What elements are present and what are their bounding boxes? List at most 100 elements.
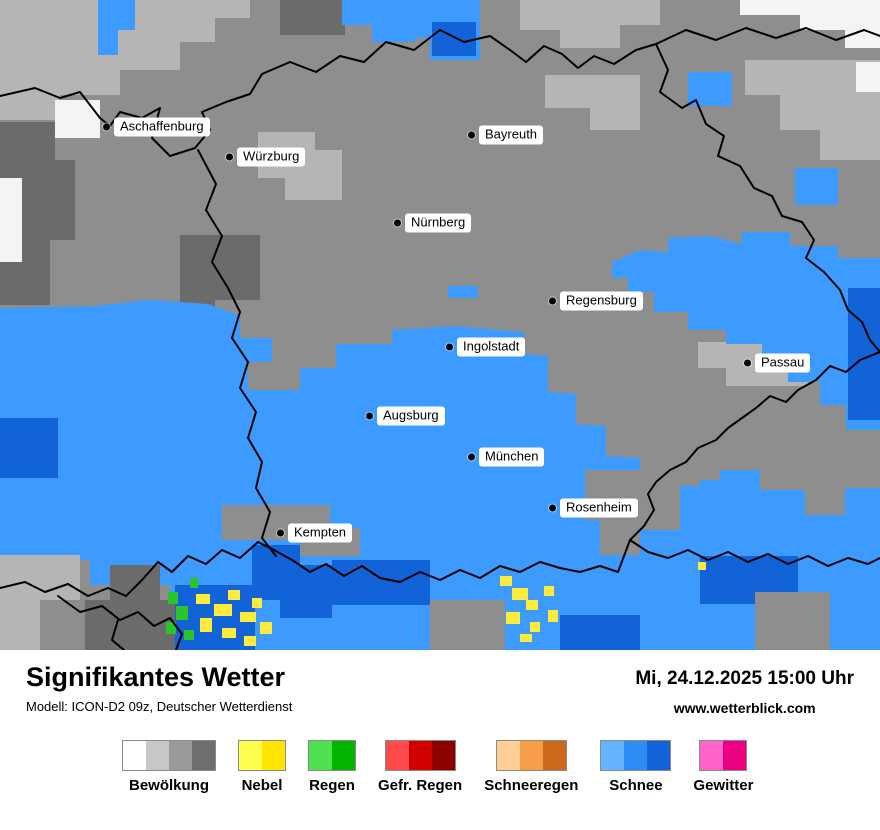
city-dot <box>394 219 401 227</box>
fog-spot <box>260 622 272 634</box>
legend: Bewölkung Nebel Regen Gefr. Regen Schneerege… <box>26 740 854 794</box>
legend-swatch <box>408 741 432 770</box>
fog-spot <box>252 598 262 608</box>
legend-swatch-row <box>384 740 456 771</box>
fog-spot <box>500 576 512 586</box>
city-dot <box>468 453 475 461</box>
legend-label: Bewölkung <box>128 777 209 794</box>
legend-group: Gewitter <box>693 740 753 794</box>
legend-swatch <box>169 741 192 770</box>
legend-swatch <box>123 741 146 770</box>
city-dot <box>549 297 556 305</box>
legend-swatch <box>146 741 169 770</box>
legend-swatch <box>519 741 543 770</box>
city-marker: Aschaffenburg <box>103 117 210 137</box>
cloud-patch <box>745 60 880 160</box>
weather-map: Aschaffenburg Würzburg Bayreuth Nürnberg Reg… <box>0 0 880 650</box>
rain-spot <box>166 622 176 634</box>
city-marker: Nürnberg <box>394 213 472 233</box>
legend-group: Schneeregen <box>484 740 578 794</box>
legend-swatch-row <box>308 740 356 771</box>
fog-spot <box>530 622 540 632</box>
fog-spot <box>222 628 236 638</box>
city-marker: Rosenheim <box>549 498 638 518</box>
fog-spot <box>698 562 706 570</box>
rain-spot <box>184 630 194 640</box>
legend-swatch <box>647 741 671 770</box>
city-label: Nürnberg <box>405 213 472 233</box>
snow-patch-dark <box>332 560 430 605</box>
fog-spot <box>240 612 256 622</box>
city-dot <box>366 412 373 420</box>
city-marker: Regensburg <box>549 291 643 311</box>
fog-spot <box>512 588 528 600</box>
city-label: Kempten <box>288 523 353 543</box>
cloud-patch <box>0 0 250 120</box>
legend-swatch <box>385 741 409 770</box>
city-marker: Würzburg <box>226 147 306 167</box>
cloud-patch-white <box>55 100 100 138</box>
city-label: Regensburg <box>560 291 643 311</box>
cloud-overlay-layer <box>0 455 830 650</box>
model-info: Modell: ICON-D2 09z, Deutscher Wetterdie… <box>26 699 293 714</box>
snow-patch <box>98 0 135 55</box>
border-line-east <box>655 43 880 353</box>
city-dot <box>103 123 110 131</box>
fog-spot <box>548 610 558 622</box>
legend-swatch <box>192 741 215 770</box>
fog-spot <box>244 636 256 646</box>
legend-swatch <box>496 741 520 770</box>
fog-spot <box>214 604 232 616</box>
legend-label: Nebel <box>241 777 283 794</box>
legend-label: Schneeregen <box>484 777 579 794</box>
cloud-patch-dark <box>180 235 260 320</box>
snow-region-south <box>0 300 880 650</box>
border-line-west <box>197 149 277 557</box>
footer-right: Mi, 24.12.2025 15:00 Uhr www.wetterblick… <box>635 662 854 716</box>
forecast-datetime: Mi, 24.12.2025 15:00 Uhr <box>635 668 854 689</box>
city-label: Aschaffenburg <box>114 117 210 137</box>
border-line-south <box>0 539 631 597</box>
snow-patch-dark <box>0 418 58 478</box>
legend-label: Regen <box>309 777 355 794</box>
cloud-patch <box>755 592 830 650</box>
legend-swatch-row <box>699 740 748 771</box>
snow-patch <box>342 0 415 42</box>
legend-swatch <box>239 741 262 770</box>
page-title: Signifikantes Wetter <box>26 662 286 692</box>
footer: Signifikantes Wetter Modell: ICON-D2 09z… <box>0 650 880 794</box>
fog-layer <box>196 562 706 646</box>
city-dot <box>744 359 751 367</box>
cloud-patch <box>545 75 640 130</box>
fog-spot <box>526 600 538 610</box>
city-dot <box>277 529 284 537</box>
cloud-patch <box>520 0 660 48</box>
city-marker: München <box>468 447 545 467</box>
legend-label: Schnee <box>609 777 663 794</box>
legend-swatch-row <box>600 740 672 771</box>
legend-swatch <box>309 741 332 770</box>
fog-spot <box>200 618 212 632</box>
legend-swatch <box>332 741 355 770</box>
website-url: www.wetterblick.com <box>673 700 816 716</box>
fog-spot <box>196 594 210 604</box>
cloud-patch <box>0 555 80 650</box>
border-line-northeast <box>655 27 880 45</box>
legend-swatch <box>624 741 648 770</box>
map-svg <box>0 0 880 650</box>
fog-spot <box>506 612 520 624</box>
legend-group: Nebel <box>238 740 286 794</box>
rain-spot <box>168 592 178 604</box>
legend-group: Gefr. Regen <box>378 740 462 794</box>
legend-swatch <box>700 741 724 770</box>
legend-swatch <box>542 741 566 770</box>
rain-spot <box>176 606 188 620</box>
city-marker: Kempten <box>277 523 353 543</box>
snow-patch <box>688 72 732 106</box>
city-marker: Augsburg <box>366 406 445 426</box>
cloud-patch-dark <box>85 600 175 650</box>
border-line-southeast <box>629 351 880 567</box>
city-dot <box>226 153 233 161</box>
city-marker: Passau <box>744 353 811 373</box>
cloud-patch-white <box>0 178 22 262</box>
